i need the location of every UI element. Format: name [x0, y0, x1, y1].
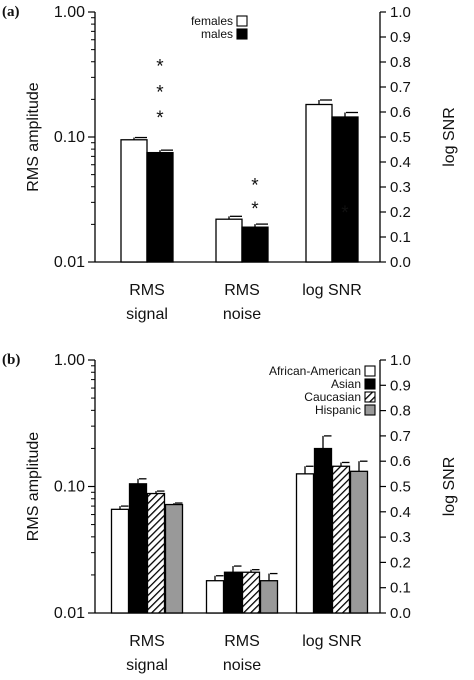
y2-tick-label: 1.0 — [390, 4, 411, 21]
y2-axis-title: log SNR — [441, 107, 458, 167]
significance-star: * — [251, 199, 259, 220]
y2-tick-label: 0.9 — [390, 29, 411, 46]
legend-swatch — [236, 15, 248, 27]
y2-axis-title: log SNR — [441, 457, 458, 517]
bar — [128, 483, 148, 614]
x-category-label: RMS — [224, 633, 260, 650]
bar — [331, 465, 351, 614]
bar — [223, 571, 243, 614]
panel-a: (a) 0.01 0.10 1.00 0.0 0.1 0.2 0.3 0.4 0.5 0.6 0.7 0… — [2, 4, 458, 323]
y2-tick-label: 0.1 — [390, 580, 411, 597]
legend-swatch — [364, 404, 376, 416]
bar — [110, 508, 130, 614]
bar — [146, 492, 166, 614]
legend-label: Caucasian — [304, 390, 361, 404]
significance-star: * — [156, 82, 164, 103]
bar — [241, 571, 261, 614]
bar — [313, 447, 333, 614]
x-category-label: RMS — [129, 633, 165, 650]
y-axis-title: RMS amplitude — [25, 432, 42, 541]
y2-tick-label: 0.1 — [390, 229, 411, 246]
y2-tick-label: 0.6 — [390, 104, 411, 121]
bar — [215, 218, 243, 263]
bar — [305, 103, 333, 263]
y2-tick-label: 0.7 — [390, 428, 411, 445]
y2-tick-label: 0.4 — [390, 504, 411, 521]
y-tick-label: 0.01 — [54, 605, 85, 622]
y2-tick-label: 0.0 — [390, 605, 411, 622]
bar — [241, 226, 269, 263]
y-tick-label: 0.10 — [54, 479, 85, 496]
y2-tick-label: 0.7 — [390, 79, 411, 96]
y-tick-label: 0.10 — [54, 129, 85, 146]
y2-tick-label: 0.2 — [390, 204, 411, 221]
legend-label: Hispanic — [315, 403, 361, 417]
x-category-label: noise — [223, 306, 261, 323]
y2-tick-label: 0.8 — [390, 54, 411, 71]
legend-swatch — [364, 391, 376, 403]
x-category-label: noise — [223, 657, 261, 674]
legend-label: Asian — [331, 377, 361, 391]
significance-star: * — [341, 203, 349, 224]
significance-star: * — [156, 57, 164, 78]
significance-star: * — [251, 175, 259, 196]
bar — [295, 473, 315, 614]
x-category-label: log SNR — [302, 282, 362, 299]
bar — [331, 116, 359, 263]
panel-b: (b) 0.01 0.10 1.00 0.0 0.1 0.2 0.3 0.4 0.5 0.6 0.7 0… — [2, 352, 458, 674]
legend-label: males — [201, 27, 233, 41]
y2-tick-label: 0.8 — [390, 403, 411, 420]
y2-tick-label: 0.3 — [390, 529, 411, 546]
legend-swatch — [236, 28, 248, 40]
x-category-label: log SNR — [302, 633, 362, 650]
y-tick-label: 0.01 — [54, 254, 85, 271]
legend-label: African-American — [269, 364, 361, 378]
bar — [259, 580, 279, 614]
legend-swatch — [364, 378, 376, 390]
y2-tick-label: 0.4 — [390, 154, 411, 171]
y2-tick-label: 0.9 — [390, 377, 411, 394]
x-category-label: signal — [126, 306, 168, 323]
y2-tick-label: 0.0 — [390, 254, 411, 271]
panel-label: (a) — [2, 4, 20, 20]
x-category-label: signal — [126, 657, 168, 674]
y2-tick-label: 0.5 — [390, 129, 411, 146]
y2-tick-label: 0.6 — [390, 453, 411, 470]
significance-star: * — [156, 108, 164, 129]
legend-label: females — [191, 14, 233, 28]
y-tick-label: 1.00 — [54, 4, 85, 21]
y2-tick-label: 0.3 — [390, 179, 411, 196]
bar — [349, 470, 369, 614]
legend-swatch — [364, 365, 376, 377]
y-tick-label: 1.00 — [54, 352, 85, 369]
x-category-label: RMS — [224, 282, 260, 299]
y2-tick-label: 0.2 — [390, 554, 411, 571]
panel-label: (b) — [2, 352, 20, 368]
bar — [146, 151, 174, 263]
y-axis-title: RMS amplitude — [25, 82, 42, 191]
y2-tick-label: 0.5 — [390, 479, 411, 496]
bar — [120, 139, 148, 263]
x-category-label: RMS — [129, 282, 165, 299]
bar — [164, 503, 184, 614]
y2-tick-label: 1.0 — [390, 352, 411, 369]
bar — [205, 580, 225, 614]
